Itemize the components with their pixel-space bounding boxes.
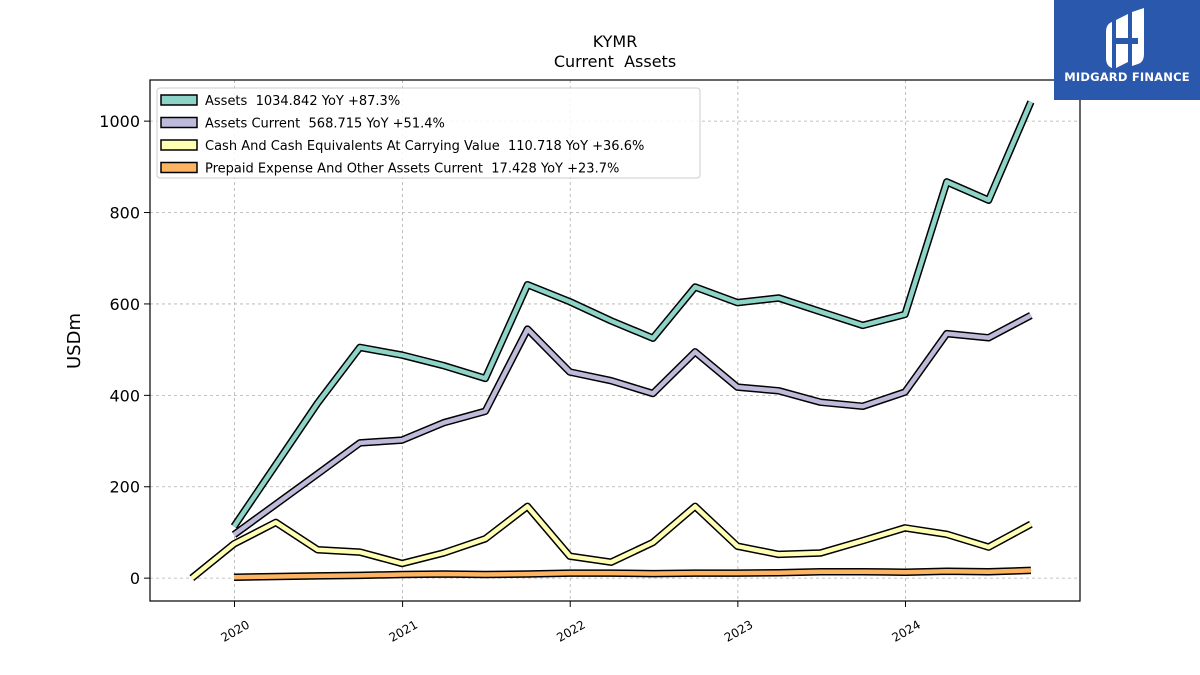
y-axis-ticks: 0 200 400 600 800 1000: [99, 112, 150, 588]
y-tick-label: 0: [130, 569, 140, 588]
series-line-outline: [231, 312, 1033, 538]
series-line-stroke: [232, 101, 1033, 528]
x-axis-ticks: 2020 2021 2022 2023 2024: [219, 601, 923, 645]
x-tick-label: 2020: [219, 617, 252, 644]
legend-entry: Cash And Cash Equivalents At Carrying Va…: [205, 139, 644, 154]
series-line-outline: [189, 502, 1033, 582]
legend-swatch: [160, 161, 198, 174]
y-tick-label: 400: [109, 386, 140, 405]
legend: Assets 1034.842 YoY +87.3% Assets Current…: [156, 87, 701, 179]
x-tick-label: 2022: [554, 617, 587, 644]
legend-box: [156, 87, 701, 179]
series-line-stroke: [232, 313, 1032, 537]
series-line-stroke: [190, 504, 1032, 580]
legend-entry: Assets 1034.842 YoY +87.3%: [205, 94, 400, 109]
y-tick-label: 1000: [99, 112, 140, 131]
series-line: [233, 566, 1032, 581]
brand-logo: MIDGARD FINANCE: [1054, 0, 1200, 100]
y-tick-label: 600: [109, 295, 140, 314]
brand-mark-icon: [1106, 8, 1144, 68]
series-line-stroke: [233, 568, 1031, 580]
chart-subtitle: Current Assets: [554, 52, 676, 71]
x-tick-label: 2021: [387, 617, 420, 644]
legend-entry: Assets Current 568.715 YoY +51.4%: [205, 117, 445, 132]
legend-swatch: [160, 116, 198, 129]
series-lines: [189, 100, 1035, 582]
legend-entry: Prepaid Expense And Other Assets Current…: [205, 162, 619, 177]
chart-title: KYMR: [593, 32, 638, 51]
legend-swatch: [160, 139, 198, 151]
series-line: [189, 502, 1033, 582]
x-tick-label: 2024: [890, 617, 923, 644]
series-line: [231, 312, 1033, 538]
series-line: [230, 100, 1035, 529]
y-tick-label: 800: [109, 204, 140, 223]
brand-name: MIDGARD FINANCE: [1064, 70, 1190, 84]
plot-frame: [149, 79, 1081, 602]
x-tick-label: 2023: [722, 617, 755, 644]
legend-swatch: [160, 94, 198, 106]
y-tick-label: 200: [109, 478, 140, 497]
y-axis-label: USDm: [64, 313, 85, 369]
